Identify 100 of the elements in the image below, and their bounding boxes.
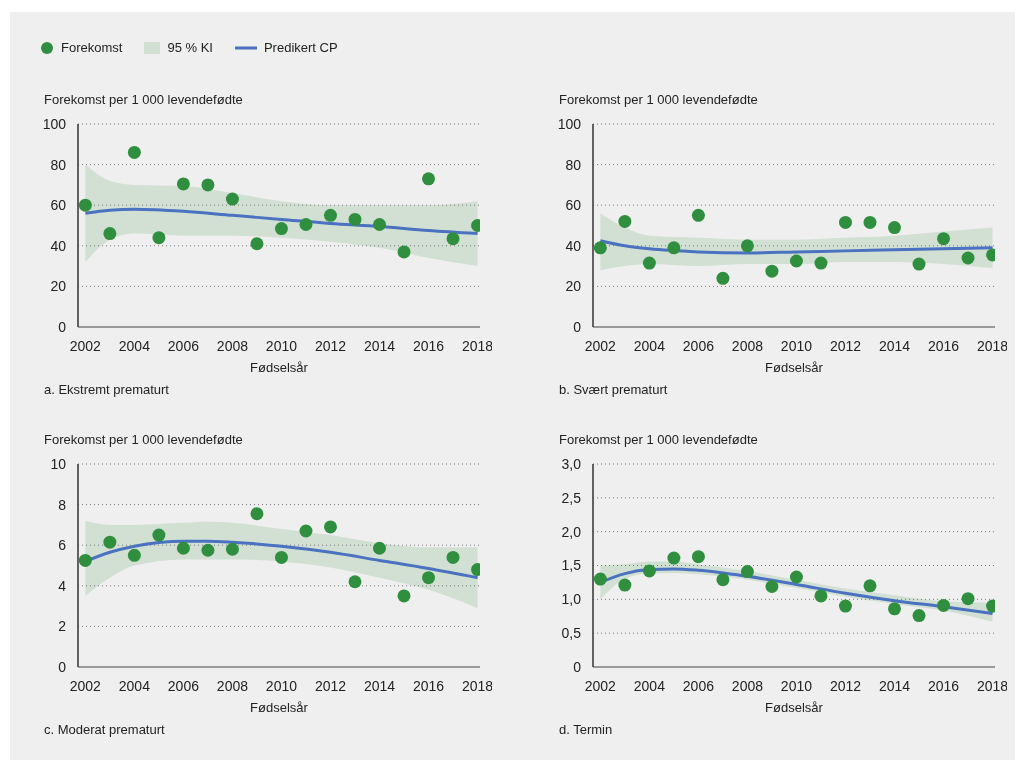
point: [740, 565, 754, 579]
y-axis-title: Forekomst per 1 000 levendefødte: [559, 92, 758, 107]
y-tick-label: 10: [50, 455, 67, 472]
point: [274, 222, 288, 236]
y-tick-label: 1,5: [561, 557, 582, 574]
point: [765, 579, 779, 593]
point: [716, 573, 730, 587]
point: [618, 214, 632, 228]
x-tick-label: 2014: [878, 677, 911, 694]
text: c. Moderat prematurt: [44, 722, 165, 737]
y-tick-label: 20: [565, 278, 582, 295]
point: [373, 541, 386, 555]
point: [250, 507, 264, 521]
x-tick-label: 2016: [927, 337, 960, 354]
point: [716, 271, 730, 285]
point: [937, 232, 951, 246]
point: [250, 237, 264, 251]
point: [642, 564, 656, 578]
point: [299, 217, 313, 231]
x-tick-label: 2012: [314, 337, 347, 354]
point: [323, 208, 337, 222]
point: [103, 227, 117, 241]
x-tick-label: 2002: [584, 337, 617, 354]
x-tick-label: 2008: [216, 677, 249, 694]
point: [961, 592, 975, 606]
x-axis-title: Fødselsår: [249, 360, 309, 375]
point: [642, 256, 656, 270]
y-tick-label: 40: [565, 237, 582, 254]
y-tick-label: 6: [58, 537, 67, 554]
x-axis-title: Fødselsår: [764, 700, 824, 715]
y-tick-label: 0: [58, 658, 67, 675]
x-tick-label: 2010: [780, 677, 813, 694]
point: [78, 553, 92, 567]
point: [789, 570, 803, 584]
y-tick-label: 2,5: [561, 489, 582, 506]
x-tick-label: 2016: [927, 677, 960, 694]
y-tick-label: 80: [565, 156, 582, 173]
text: d. Termin: [559, 722, 613, 737]
y-tick-label: 8: [58, 496, 67, 513]
point: [863, 215, 877, 229]
point: [593, 241, 607, 255]
point: [397, 245, 411, 259]
point: [838, 215, 852, 229]
x-tick-label: 2016: [412, 677, 445, 694]
x-tick-label: 2004: [118, 337, 151, 354]
text: a. Ekstremt prematurt: [44, 382, 169, 397]
point: [937, 598, 951, 612]
x-tick-label: 2006: [682, 337, 715, 354]
point: [446, 550, 460, 564]
y-tick-label: 0: [58, 318, 67, 335]
point: [667, 551, 681, 565]
point: [299, 524, 313, 538]
point: [691, 208, 705, 222]
y-tick-label: 40: [50, 237, 67, 254]
x-tick-label: 2002: [69, 337, 102, 354]
point: [274, 550, 288, 564]
y-tick-label: 0: [573, 658, 582, 675]
point: [127, 145, 141, 159]
point: [225, 192, 239, 206]
x-tick-label: 2014: [878, 337, 911, 354]
y-tick-label: 100: [42, 115, 67, 132]
x-tick-label: 2010: [265, 337, 298, 354]
y-tick-label: 0,5: [561, 625, 582, 642]
point: [225, 542, 239, 556]
x-tick-label: 2018: [461, 337, 494, 354]
point: [446, 232, 460, 246]
x-tick-label: 2012: [829, 677, 862, 694]
point: [667, 241, 681, 255]
point: [397, 589, 411, 603]
point: [912, 609, 926, 623]
x-tick-label: 2014: [363, 677, 396, 694]
point: [888, 221, 901, 235]
point: [863, 579, 877, 593]
y-tick-label: 1,0: [561, 591, 582, 608]
y-axis-title: Forekomst per 1 000 levendefødte: [44, 432, 243, 447]
point: [152, 528, 166, 542]
x-tick-label: 2006: [682, 677, 715, 694]
point: [176, 177, 190, 191]
y-tick-label: 60: [50, 197, 67, 214]
point: [348, 575, 362, 589]
x-tick-label: 2010: [780, 337, 813, 354]
x-tick-label: 2004: [633, 337, 666, 354]
x-tick-label: 2018: [976, 337, 1009, 354]
x-tick-label: 2006: [167, 677, 200, 694]
x-tick-label: 2018: [976, 677, 1009, 694]
point: [176, 541, 190, 555]
point: [888, 602, 901, 616]
point: [618, 578, 632, 592]
x-tick-label: 2004: [118, 677, 151, 694]
point: [201, 178, 215, 192]
x-tick-label: 2002: [584, 677, 617, 694]
y-axis-title: Forekomst per 1 000 levendefødte: [44, 92, 243, 107]
x-tick-label: 2018: [461, 677, 494, 694]
y-tick-label: 20: [50, 278, 67, 295]
x-axis-title: Fødselsår: [249, 700, 309, 715]
point: [422, 571, 436, 585]
x-tick-label: 2004: [633, 677, 666, 694]
y-tick-label: 3,0: [561, 455, 582, 472]
y-tick-label: 100: [557, 115, 582, 132]
text: b. Svært prematurt: [559, 382, 668, 397]
